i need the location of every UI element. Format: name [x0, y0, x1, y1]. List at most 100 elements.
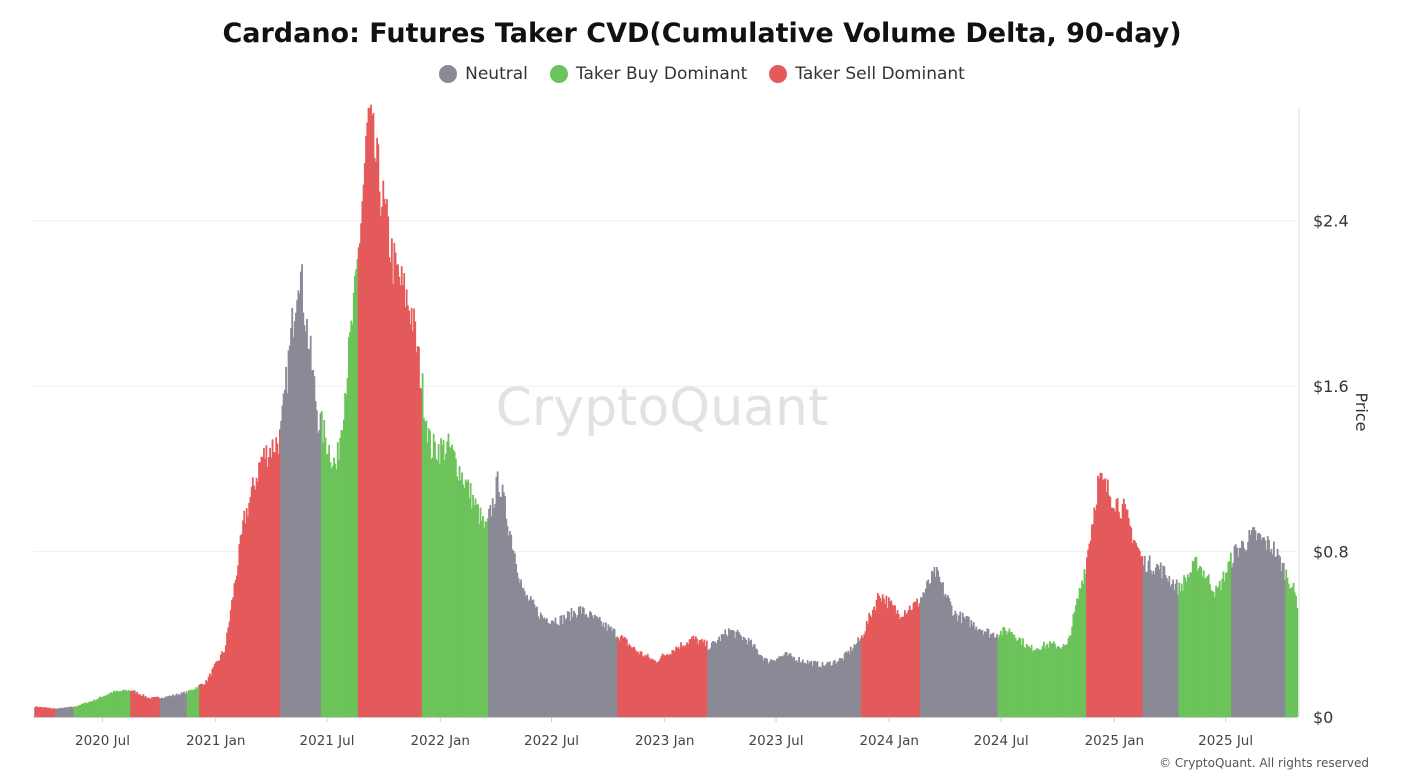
legend-item-buy[interactable]: Taker Buy Dominant — [549, 64, 747, 84]
price-bar — [116, 691, 119, 717]
price-bar — [1263, 537, 1265, 717]
price-bar — [865, 621, 868, 717]
price-bar — [651, 659, 654, 717]
price-bar — [41, 707, 44, 717]
price-bar — [587, 618, 590, 717]
price-bar — [1265, 549, 1268, 717]
price-bar — [999, 630, 1002, 717]
price-bar — [911, 609, 914, 717]
price-bar — [440, 438, 442, 717]
price-bar — [659, 659, 661, 717]
price-bar — [239, 535, 242, 717]
price-bar — [549, 623, 552, 717]
price-bar — [248, 502, 251, 717]
price-bar — [916, 598, 919, 717]
price-bar — [1274, 556, 1277, 717]
price-bar — [635, 651, 638, 717]
price-bar — [565, 617, 568, 717]
legend-item-sell[interactable]: Taker Sell Dominant — [769, 64, 965, 84]
price-bar — [1293, 592, 1296, 717]
price-bar — [902, 616, 905, 717]
price-bar — [657, 661, 660, 717]
price-bar — [867, 623, 869, 717]
price-bar — [1292, 582, 1295, 717]
price-bar — [282, 393, 285, 717]
price-bar — [767, 663, 770, 717]
price-bar — [280, 420, 283, 717]
price-bar — [119, 691, 121, 717]
price-bar — [1093, 507, 1096, 717]
price-bar — [977, 629, 980, 717]
price-bar — [1236, 547, 1238, 717]
price-bar — [1020, 645, 1023, 717]
price-bar — [830, 666, 832, 717]
price-bar — [370, 104, 372, 717]
price-bar — [1087, 549, 1090, 717]
price-bar — [527, 600, 530, 717]
price-bar — [859, 638, 862, 717]
price-bar — [298, 293, 301, 717]
price-bar — [190, 689, 193, 717]
price-bar — [1213, 596, 1216, 717]
price-bar — [146, 697, 148, 717]
price-bar — [860, 635, 863, 717]
price-bar — [1157, 565, 1160, 717]
price-bar — [66, 707, 69, 717]
price-bar — [1281, 562, 1284, 717]
price-bar — [409, 324, 412, 717]
x-tick-label: 2021 Jul — [300, 733, 355, 749]
price-bar — [431, 457, 434, 717]
price-bar — [272, 452, 275, 717]
price-bar — [143, 696, 146, 717]
price-bar — [376, 137, 379, 717]
price-bar — [793, 656, 796, 717]
price-bar — [482, 516, 484, 717]
price-bar — [928, 584, 931, 717]
price-bar — [937, 570, 939, 717]
price-bar — [1026, 645, 1029, 717]
price-bar — [1149, 570, 1152, 717]
price-bar — [606, 630, 609, 717]
price-bar — [1289, 588, 1291, 717]
price-bar — [498, 491, 500, 717]
price-bar — [525, 595, 527, 717]
price-bar — [94, 700, 97, 717]
x-tick-label: 2025 Jan — [1085, 733, 1144, 749]
price-bar — [883, 598, 885, 717]
price-bar — [199, 684, 201, 717]
price-bar — [324, 437, 327, 717]
price-bar — [1290, 587, 1293, 717]
price-bar — [712, 641, 714, 717]
price-bar — [85, 703, 88, 717]
price-bar — [708, 649, 711, 717]
price-bar — [153, 697, 156, 717]
legend-item-neutral[interactable]: Neutral — [439, 64, 528, 84]
price-bar — [884, 604, 887, 717]
price-bar — [1071, 626, 1074, 717]
price-bar — [502, 492, 505, 717]
price-bar — [1204, 578, 1206, 717]
price-bar — [456, 476, 458, 717]
price-bar — [730, 630, 733, 717]
price-bar — [548, 623, 551, 717]
price-bar — [398, 276, 401, 717]
price-bar — [913, 601, 916, 717]
price-bar — [415, 352, 418, 717]
price-bar — [1221, 578, 1224, 717]
price-bar — [144, 696, 147, 717]
price-bar — [1159, 562, 1162, 717]
price-bar — [313, 376, 316, 717]
price-bar — [1196, 570, 1199, 717]
price-bar — [555, 623, 558, 717]
price-bar — [664, 655, 666, 717]
price-bar — [748, 641, 751, 717]
price-bar — [803, 662, 805, 717]
price-bar — [858, 640, 861, 717]
price-bar — [1001, 635, 1003, 717]
price-bar — [162, 697, 164, 717]
price-bar — [308, 349, 311, 717]
price-bar — [847, 650, 850, 717]
price-bar — [998, 634, 1001, 717]
price-bar — [235, 575, 238, 717]
x-tick-label: 2023 Jan — [635, 733, 694, 749]
